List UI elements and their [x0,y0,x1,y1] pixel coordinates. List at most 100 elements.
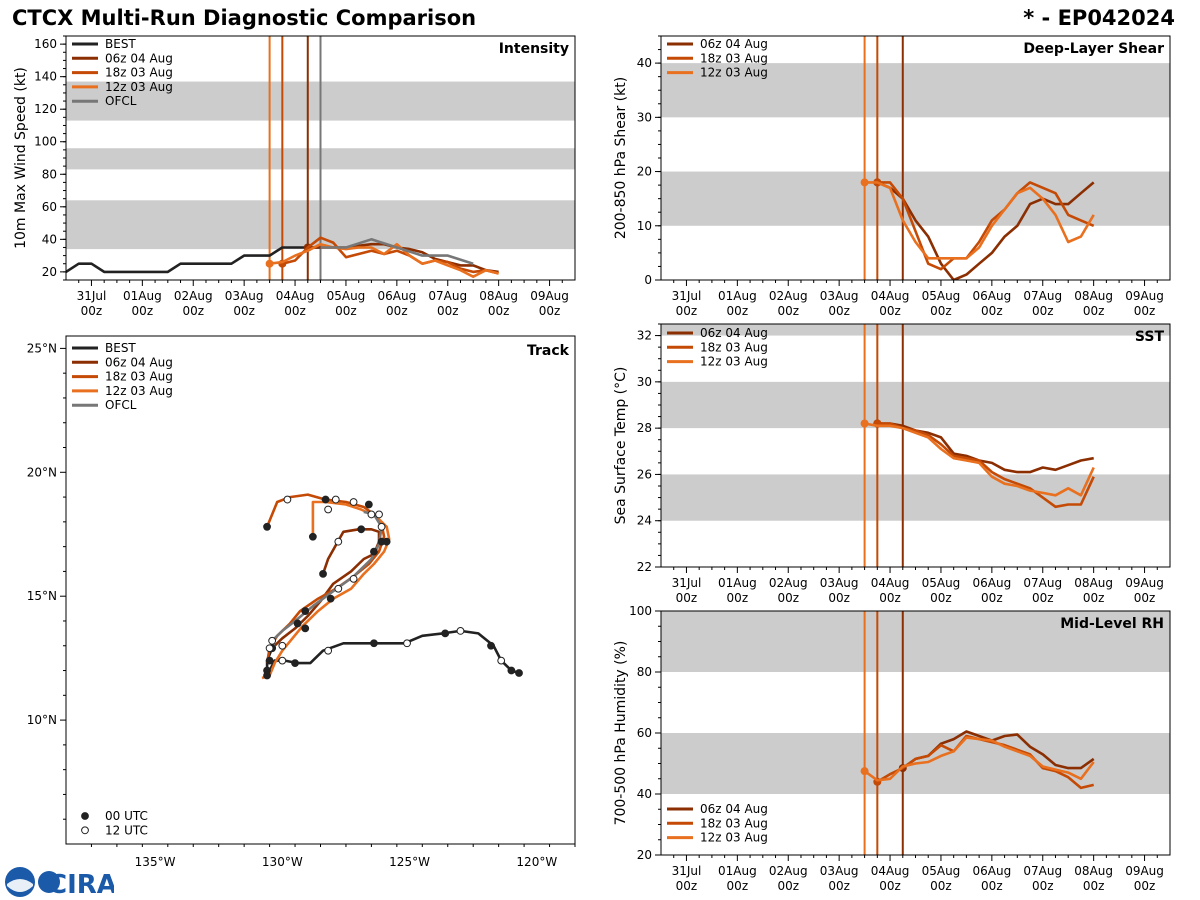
legend-label: 12z 03 Aug [700,355,768,369]
x-tick-label-date: 04Aug [871,289,910,303]
x-tick-label: 130°W [262,855,303,869]
x-tick-label-date: 07Aug [428,289,467,303]
legend-label: 06z 04 Aug [105,51,173,65]
figure-title: CTCX Multi-Run Diagnostic Comparison [12,6,477,30]
y-tick-label: 60 [42,200,57,214]
x-tick-label: 120°W [516,855,557,869]
series-group [860,419,1095,509]
panel-title: Intensity [499,41,569,57]
x-tick-label-hour: 00z [727,591,749,605]
y-tick-label: 20 [637,848,652,862]
x-tick-label-date: 01Aug [718,289,757,303]
y-tick-label: 100 [34,135,57,149]
x-tick-label-date: 01Aug [123,289,162,303]
y-axis: 22 24 26 28 30 32 Sea Surface Temp (°C) [613,323,661,574]
legend-label: 00 UTC [105,809,148,823]
series-line-run_12z [864,181,1095,260]
x-tick-label-date: 08Aug [479,289,518,303]
x-tick-label-hour: 00z [1032,591,1054,605]
x-tick-label-hour: 00z [1134,304,1156,318]
cira-logo: CIRA [5,867,114,898]
x-tick-label-hour: 00z [233,304,255,318]
marker-00utc [357,525,366,534]
y-tick-label: 30 [637,375,652,389]
legend-label: 18z 03 Aug [700,816,768,830]
marker-12utc [375,510,383,519]
x-tick-label-hour: 00z [777,879,799,893]
shear-panel: 31Jul00z01Aug00z02Aug00z03Aug00z04Aug00z… [613,35,1171,318]
x-tick-label-date: 03Aug [820,289,859,303]
init-time-lines [863,324,904,567]
legend-label: 06z 04 Aug [700,802,768,816]
x-tick-label-date: 04Aug [871,576,910,590]
x-tick-label-hour: 00z [1134,591,1156,605]
x-tick-label-date: 08Aug [1074,576,1113,590]
marker-00utc [319,569,327,578]
series-line-ofcl [320,238,474,265]
marker-00utc [364,500,373,509]
x-tick-label-hour: 00z [1083,304,1105,318]
x-axis: 31Jul00z01Aug00z02Aug00z03Aug00z04Aug00z… [672,567,1164,605]
x-tick-label-date: 09Aug [1125,864,1164,878]
marker-12utc [403,639,411,648]
x-tick-label-hour: 00z [284,304,306,318]
x-tick-label-date: 04Aug [871,864,910,878]
x-tick-label-hour: 00z [727,879,749,893]
x-tick-label-date: 07Aug [1023,864,1062,878]
track-line-best [265,629,520,677]
x-tick-label-hour: 00z [132,304,154,318]
x-tick-label-hour: 00z [676,591,698,605]
y-tick-label: 40 [637,56,652,70]
track-lines [261,493,520,680]
marker-00utc [321,495,330,504]
marker-00utc [515,669,523,677]
x-tick-label-date: 02Aug [769,864,808,878]
y-axis-label: 200-850 hPa Shear (kt) [613,77,629,239]
marker-00utc [441,629,450,638]
legend-label: 06z 04 Aug [700,37,768,51]
series-group [860,730,1095,790]
x-tick-label-hour: 00z [981,591,1003,605]
init-time-lines [863,36,904,280]
init-point-run_12z [860,178,869,187]
x-tick-label-date: 06Aug [377,289,416,303]
y-tick-label: 40 [42,232,57,246]
shaded-band [661,381,1170,429]
init-point-run_12z [265,259,274,268]
series-line-run_18z [877,422,1095,509]
track-panel: 135°W 130°W 125°W 120°W 10°N 15°N 20°N 25°N Trac… [27,335,576,869]
x-tick-label-hour: 00z [81,304,103,318]
y-tick-label: 22 [637,560,652,574]
track-markers [263,495,523,680]
legend-label: 06z 04 Aug [105,355,173,369]
x-tick-label-hour: 00z [777,591,799,605]
marker-00utc [326,594,335,603]
x-tick-label-hour: 00z [727,304,749,318]
marker-12utc [367,510,376,519]
shaded-band [661,474,1170,521]
series-group [860,178,1095,280]
x-tick-label-hour: 00z [879,591,901,605]
shaded-band [661,63,1170,118]
marker-00utc [291,659,299,668]
marker-12utc [324,505,333,514]
y-axis-label: 10m Max Wind Speed (kt) [13,67,29,249]
marker-12utc [456,626,465,635]
x-tick-label-date: 31Jul [672,864,702,878]
y-tick-label: 10°N [27,713,57,727]
x-tick-label-hour: 00z [386,304,408,318]
x-axis: 31Jul00z01Aug00z02Aug00z03Aug00z04Aug00z… [672,855,1164,893]
legend-label: 12 UTC [105,823,148,837]
x-tick-label-date: 02Aug [769,576,808,590]
x-tick-label-hour: 00z [1032,304,1054,318]
x-tick-label-date: 05Aug [922,864,961,878]
legend-label: 18z 03 Aug [105,370,173,384]
plot-frame [65,335,576,845]
panel-title: Mid-Level RH [1060,616,1164,632]
marker-00utc [263,666,271,675]
x-tick-label-hour: 00z [981,879,1003,893]
x-tick-label-date: 02Aug [769,289,808,303]
